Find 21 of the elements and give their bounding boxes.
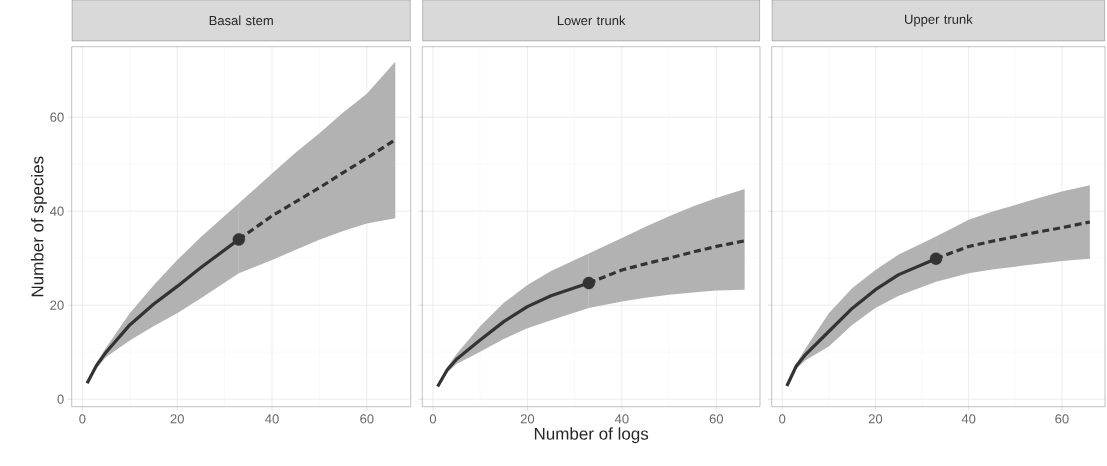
x-tick-label: 60 [709,414,724,424]
y-tick-label: 0 [57,394,64,404]
chart-title: Lower trunk [557,15,626,26]
x-tick-label: 0 [79,414,86,424]
x-tick-label: 20 [868,414,883,424]
chart-title: Basal stem [209,15,273,26]
x-tick-label: 60 [1055,414,1069,424]
x-tick-label: 0 [429,414,437,424]
y-axis-title: Number of species [31,156,47,297]
x-tick-label: 40 [614,414,629,424]
chart-title: Upper trunk [905,14,973,27]
x-tick-label: 20 [170,414,184,424]
y-tick-label: 20 [50,300,64,310]
y-tick-label: 40 [50,206,64,216]
x-axis-title: Number of logs [534,427,649,444]
x-tick-label: 60 [360,414,374,424]
x-tick-label: 40 [961,414,976,424]
y-tick-label: 60 [50,112,64,122]
x-tick-label: 40 [265,414,279,424]
x-tick-label: 0 [779,414,786,424]
x-tick-label: 20 [520,414,535,424]
